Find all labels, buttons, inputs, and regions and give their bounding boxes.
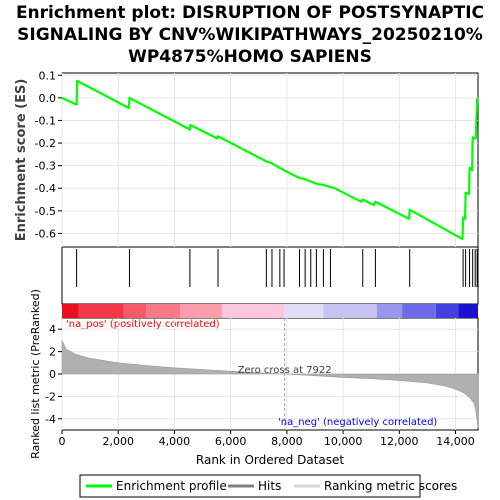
title-line-3: WP4875%HOMO SAPIENS xyxy=(128,47,372,67)
es-tick-label: -0.3 xyxy=(35,160,56,173)
legend: Enrichment profile Hits Ranking metric s… xyxy=(79,474,457,498)
heatmap-segment xyxy=(284,304,324,318)
metric-tick-label: 2 xyxy=(49,346,56,359)
hit-marks xyxy=(76,249,478,287)
metric-tick-label: 4 xyxy=(49,323,56,336)
hits-panel-frame xyxy=(61,246,479,305)
heatmap-segment xyxy=(222,304,285,318)
heatmap-segment xyxy=(123,304,147,318)
x-tick-label: 14,000 xyxy=(436,435,475,448)
es-y-axis-label: Enrichment score (ES) xyxy=(14,79,29,242)
heatmap-segment xyxy=(323,304,377,318)
metric-y-axis-label: Ranked list metric (PreRanked) xyxy=(29,289,42,459)
es-tick-label: -0.2 xyxy=(35,137,56,150)
heatmap-segment xyxy=(435,304,459,318)
ranking-metric-area xyxy=(61,340,479,428)
enrichment-profile-series xyxy=(61,79,479,241)
x-tick-label: 2,000 xyxy=(102,435,134,448)
legend-hits-label: Hits xyxy=(258,479,281,493)
x-tick-label: 4,000 xyxy=(159,435,191,448)
es-tick-label: 0.0 xyxy=(39,92,57,105)
chart-title: Enrichment plot: DISRUPTION OF POSTSYNAP… xyxy=(0,2,500,68)
zero-cross-label: Zero cross at 7922 xyxy=(238,365,332,376)
legend-enrichment-label: Enrichment profile xyxy=(116,479,227,493)
heatmap-segment xyxy=(376,304,403,318)
x-tick-label: 0 xyxy=(59,435,66,448)
x-tick-label: 8,000 xyxy=(271,435,303,448)
x-axis: 0 2,000 4,000 6,000 8,000 10,000 12,000 14,000 xyxy=(59,430,475,448)
metric-tick-label: -4 xyxy=(45,413,56,426)
heatmap-segment xyxy=(402,304,436,318)
metric-tick-label: -2 xyxy=(45,390,56,403)
x-tick-label: 6,000 xyxy=(215,435,247,448)
heatmap-segment xyxy=(62,304,79,318)
es-tick-label: -0.5 xyxy=(35,205,56,218)
metric-y-axis: 4 2 0 -2 -4 xyxy=(45,323,62,426)
es-grid xyxy=(61,73,478,247)
es-tick-label: 0.1 xyxy=(39,69,57,82)
es-tick-label: -0.6 xyxy=(35,227,56,240)
legend-metric-label: Ranking metric scores xyxy=(324,479,457,493)
title-line-1: Enrichment plot: DISRUPTION OF POSTSYNAP… xyxy=(15,3,485,23)
x-axis-label: Rank in Ordered Dataset xyxy=(196,453,344,467)
rank-heatmap-bar xyxy=(62,304,478,318)
pos-correlated-label: 'na_pos' (positively correlated) xyxy=(66,319,220,330)
es-tick-label: -0.4 xyxy=(35,182,56,195)
heatmap-segment xyxy=(146,304,181,318)
neg-correlated-label: 'na_neg' (negatively correlated) xyxy=(278,417,437,428)
es-tick-label: -0.1 xyxy=(35,114,56,127)
es-panel-frame xyxy=(61,72,479,248)
es-y-axis: 0.1 0.0 -0.1 -0.2 -0.3 -0.4 -0.5 -0.6 xyxy=(35,69,62,240)
ranking-metric-series xyxy=(61,340,479,428)
metric-tick-label: 0 xyxy=(49,368,56,381)
heatmap-segment xyxy=(458,304,478,318)
enrichment-profile-line xyxy=(61,79,479,241)
heatmap-segment xyxy=(78,304,124,318)
heatmap-segment xyxy=(180,304,223,318)
title-line-2: SIGNALING BY CNV%WIKIPATHWAYS_20250210% xyxy=(17,25,483,45)
x-tick-label: 10,000 xyxy=(324,435,363,448)
x-tick-label: 12,000 xyxy=(380,435,419,448)
